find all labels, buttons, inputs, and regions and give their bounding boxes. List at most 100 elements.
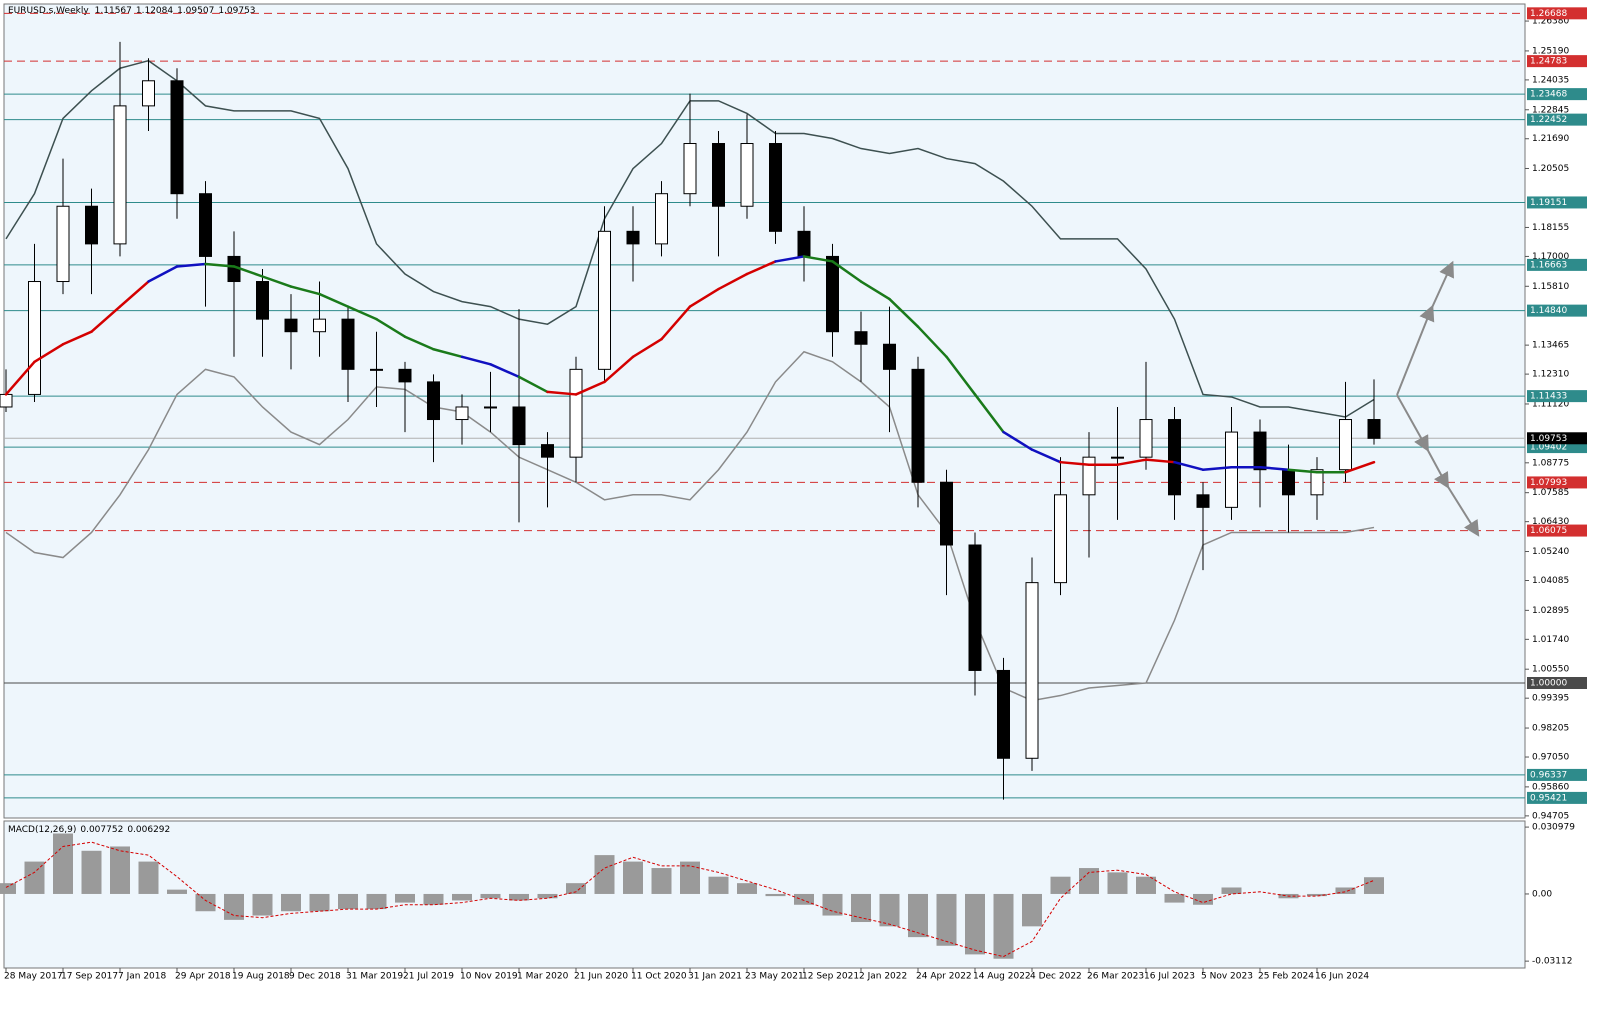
moving-average-segment bbox=[916, 325, 948, 359]
candle-body bbox=[997, 669, 1010, 759]
moving-average-segment bbox=[432, 348, 464, 359]
level-tag: 1.07993 bbox=[1527, 476, 1587, 489]
moving-average-segment bbox=[346, 305, 378, 321]
candle-body bbox=[1339, 419, 1352, 471]
level-label: 1.06075 bbox=[1530, 526, 1567, 536]
y-tick-label: 1.07585 bbox=[1532, 488, 1569, 498]
y-tick-label: 1.15810 bbox=[1532, 282, 1569, 292]
level-box bbox=[1527, 791, 1587, 804]
level-box bbox=[1527, 390, 1587, 403]
moving-average-segment bbox=[802, 255, 834, 263]
level-box bbox=[1527, 768, 1587, 781]
x-tick-label: 4 Dec 2022 bbox=[1030, 972, 1082, 982]
level-label: 1.22452 bbox=[1530, 115, 1567, 125]
candle-body bbox=[484, 406, 497, 409]
macd-bar bbox=[423, 893, 444, 905]
candle-body bbox=[512, 406, 526, 446]
candle-body bbox=[142, 80, 155, 107]
macd-bar bbox=[110, 846, 130, 894]
level-tag: 1.06075 bbox=[1527, 524, 1587, 537]
y-tick-label: 1.00550 bbox=[1532, 665, 1569, 675]
macd-title: MACD(12,26,9) bbox=[8, 825, 76, 835]
arrow-down bbox=[1396, 394, 1480, 537]
candle-body bbox=[199, 193, 212, 257]
macd-bar bbox=[309, 893, 330, 912]
level-label: 1.11433 bbox=[1530, 392, 1567, 402]
candle-body bbox=[284, 318, 298, 333]
level-tag: 1.26688 bbox=[1527, 7, 1587, 20]
x-tick-label: 14 Aug 2022 bbox=[973, 972, 1031, 982]
moving-average-segment bbox=[1030, 448, 1062, 464]
x-tick-label: 1 Mar 2020 bbox=[517, 972, 569, 982]
moving-average-segment bbox=[375, 317, 407, 338]
level-box bbox=[1527, 304, 1587, 317]
moving-average-segment bbox=[603, 355, 635, 384]
macd-bar bbox=[794, 893, 814, 905]
x-tick-label: 5 Nov 2023 bbox=[1201, 972, 1253, 982]
candle-body bbox=[1253, 431, 1267, 471]
macd-bar bbox=[680, 861, 700, 894]
level-tag: 1.19151 bbox=[1527, 196, 1587, 209]
y-tick-label: 1.22845 bbox=[1532, 105, 1569, 115]
level-label: 1.09402 bbox=[1530, 443, 1567, 453]
candle-body bbox=[398, 368, 412, 383]
macd-header: MACD(12,26,9) 0.007752 0.006292 bbox=[8, 825, 170, 835]
level-tag: 1.14840 bbox=[1527, 304, 1587, 317]
level-box bbox=[1527, 55, 1587, 68]
y-tick-label: 0.97050 bbox=[1532, 753, 1569, 763]
arrow-up bbox=[1396, 260, 1454, 396]
level-box bbox=[1527, 196, 1587, 209]
moving-average-segment bbox=[660, 305, 692, 341]
moving-average-segment bbox=[175, 262, 207, 268]
candle-body bbox=[1282, 469, 1295, 496]
candle-body bbox=[740, 143, 754, 207]
macd-bar bbox=[879, 893, 900, 927]
candle-body bbox=[370, 368, 383, 371]
y-tick-label: 1.17000 bbox=[1532, 252, 1569, 262]
level-label: 1.16663 bbox=[1530, 260, 1567, 270]
moving-average-segment bbox=[717, 272, 749, 291]
level-tag: 1.00000 bbox=[1527, 677, 1587, 690]
moving-average-segment bbox=[574, 380, 606, 396]
candle-body bbox=[854, 331, 868, 345]
level-label: 1.24783 bbox=[1530, 57, 1567, 67]
candle-body bbox=[826, 255, 839, 333]
y-tick-label: 1.12310 bbox=[1532, 370, 1569, 380]
candle-body bbox=[1225, 431, 1238, 508]
candle-body bbox=[85, 205, 98, 245]
moving-average-segment bbox=[517, 375, 549, 394]
candle-body bbox=[1367, 419, 1381, 439]
macd-bar bbox=[366, 893, 387, 910]
x-tick-label: 16 Jun 2024 bbox=[1315, 972, 1369, 982]
macd-bar bbox=[822, 893, 843, 916]
macd-bar bbox=[480, 893, 501, 899]
x-tick-label: 28 May 2017 bbox=[4, 972, 63, 982]
moving-average-segment bbox=[774, 255, 806, 263]
y-tick-label: 0.95860 bbox=[1532, 782, 1569, 792]
candle-body bbox=[769, 143, 782, 232]
y-tick-label: 1.05240 bbox=[1532, 547, 1569, 557]
macd-y-tick-label: -0.03112 bbox=[1532, 957, 1572, 967]
level-tag: 1.23468 bbox=[1527, 88, 1587, 101]
level-tag: 1.22452 bbox=[1527, 113, 1587, 126]
y-tick-label: 1.21690 bbox=[1532, 134, 1569, 144]
macd-value: 0.007752 bbox=[80, 825, 123, 835]
macd-bar bbox=[1193, 893, 1213, 905]
level-box bbox=[1527, 7, 1587, 20]
x-tick-label: 17 Sep 2017 bbox=[61, 972, 118, 982]
y-tick-label: 1.04085 bbox=[1532, 576, 1569, 586]
y-tick-label: 1.26380 bbox=[1532, 17, 1569, 27]
y-tick-label: 1.20505 bbox=[1532, 164, 1569, 174]
candle-body bbox=[455, 406, 469, 421]
y-tick-label: 0.98205 bbox=[1532, 724, 1569, 734]
level-box bbox=[1527, 524, 1587, 537]
moving-average-segment bbox=[1144, 458, 1176, 464]
x-tick-label: 23 May 2021 bbox=[745, 972, 804, 982]
moving-average-segment bbox=[945, 355, 977, 396]
macd-signal-value: 0.006292 bbox=[127, 825, 170, 835]
macd-signal bbox=[5, 841, 1375, 958]
x-tick-label: 16 Jul 2023 bbox=[1144, 972, 1195, 982]
macd-bar bbox=[195, 893, 216, 912]
macd-bar bbox=[1221, 887, 1242, 894]
